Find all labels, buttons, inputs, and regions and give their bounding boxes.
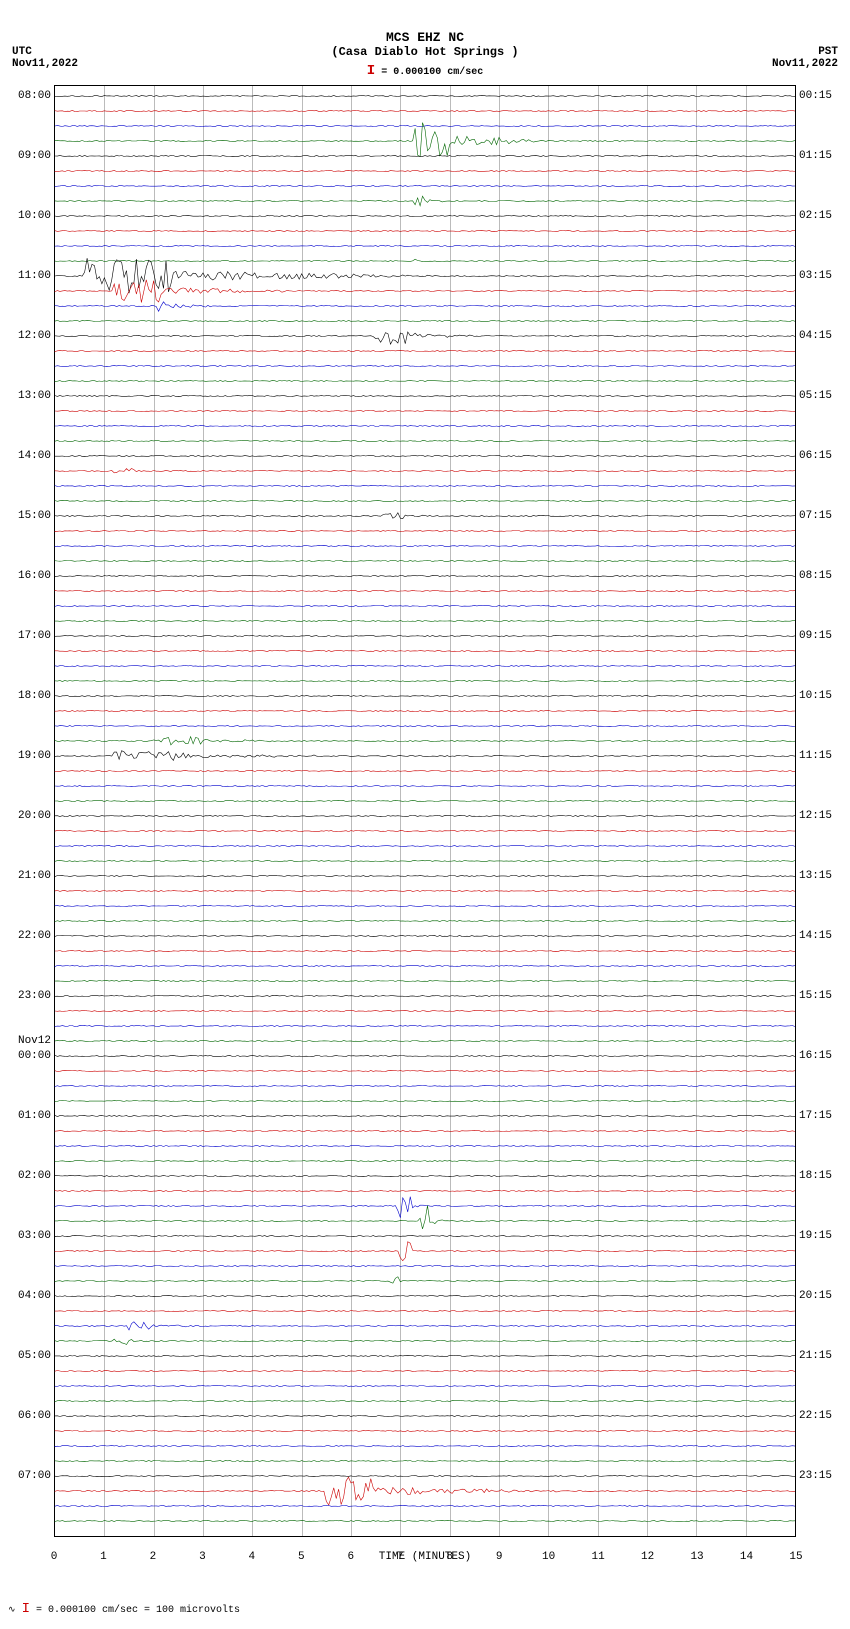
pst-label: 02:15 [799, 210, 832, 222]
pst-label: 16:15 [799, 1050, 832, 1062]
utc-label: 21:00 [18, 870, 51, 882]
utc-label: 17:00 [18, 630, 51, 642]
utc-label: 07:00 [18, 1470, 51, 1482]
pst-label: 05:15 [799, 390, 832, 402]
utc-label: 04:00 [18, 1290, 51, 1302]
x-axis: TIME (MINUTES) 0123456789101112131415 [54, 1551, 796, 1585]
utc-label: 05:00 [18, 1350, 51, 1362]
pst-label: 04:15 [799, 330, 832, 342]
utc-label: 18:00 [18, 690, 51, 702]
pst-label: 22:15 [799, 1410, 832, 1422]
tz-left-label: UTC [12, 46, 78, 58]
x-tick: 14 [740, 1551, 753, 1563]
x-axis-label: TIME (MINUTES) [54, 1551, 796, 1563]
utc-label: 11:00 [18, 270, 51, 282]
pst-label: 12:15 [799, 810, 832, 822]
utc-label: 15:00 [18, 510, 51, 522]
pst-label: 09:15 [799, 630, 832, 642]
pst-label: 01:15 [799, 150, 832, 162]
pst-label: 13:15 [799, 870, 832, 882]
x-tick: 7 [397, 1551, 404, 1563]
pst-label: 03:15 [799, 270, 832, 282]
x-tick: 15 [789, 1551, 802, 1563]
x-tick: 0 [51, 1551, 58, 1563]
utc-label: 00:00 [18, 1050, 51, 1062]
pst-label: 07:15 [799, 510, 832, 522]
x-tick: 5 [298, 1551, 305, 1563]
utc-label: 16:00 [18, 570, 51, 582]
tz-left: UTC Nov11,2022 [12, 46, 78, 70]
pst-label: 14:15 [799, 930, 832, 942]
pst-label: 06:15 [799, 450, 832, 462]
x-tick: 9 [496, 1551, 503, 1563]
x-tick: 12 [641, 1551, 654, 1563]
station-title: MCS EHZ NC [0, 30, 850, 45]
header: MCS EHZ NC (Casa Diablo Hot Springs ) I … [0, 0, 850, 79]
utc-label: 20:00 [18, 810, 51, 822]
utc-label: 10:00 [18, 210, 51, 222]
station-subtitle: (Casa Diablo Hot Springs ) [0, 45, 850, 59]
day-label: Nov12 [18, 1035, 51, 1047]
utc-label: 14:00 [18, 450, 51, 462]
pst-label: 21:15 [799, 1350, 832, 1362]
pst-label: 18:15 [799, 1170, 832, 1182]
x-tick: 2 [150, 1551, 157, 1563]
utc-label: 23:00 [18, 990, 51, 1002]
utc-label: 01:00 [18, 1110, 51, 1122]
utc-label: 12:00 [18, 330, 51, 342]
utc-label: 19:00 [18, 750, 51, 762]
pst-label: 10:15 [799, 690, 832, 702]
x-tick: 4 [249, 1551, 256, 1563]
utc-label: 22:00 [18, 930, 51, 942]
x-tick: 13 [690, 1551, 703, 1563]
pst-label: 23:15 [799, 1470, 832, 1482]
utc-label: 03:00 [18, 1230, 51, 1242]
tz-right-date: Nov11,2022 [772, 58, 838, 70]
utc-label: 09:00 [18, 150, 51, 162]
pst-label: 00:15 [799, 90, 832, 102]
seismogram-plot: 08:0009:0010:0011:0012:0013:0014:0015:00… [54, 85, 796, 1537]
pst-label: 19:15 [799, 1230, 832, 1242]
pst-label: 08:15 [799, 570, 832, 582]
utc-label: 06:00 [18, 1410, 51, 1422]
footer: ∿ I = 0.000100 cm/sec = 100 microvolts [8, 1601, 850, 1617]
x-tick: 10 [542, 1551, 555, 1563]
x-tick: 8 [446, 1551, 453, 1563]
tz-right-label: PST [772, 46, 838, 58]
pst-label: 17:15 [799, 1110, 832, 1122]
pst-label: 20:15 [799, 1290, 832, 1302]
pst-label: 15:15 [799, 990, 832, 1002]
utc-label: 13:00 [18, 390, 51, 402]
footer-text: = 0.000100 cm/sec = 100 microvolts [36, 1605, 240, 1616]
x-tick: 3 [199, 1551, 206, 1563]
x-tick: 1 [100, 1551, 107, 1563]
tz-right: PST Nov11,2022 [772, 46, 838, 70]
x-tick: 6 [347, 1551, 354, 1563]
x-tick: 11 [592, 1551, 605, 1563]
pst-label: 11:15 [799, 750, 832, 762]
seismic-trace [55, 1521, 795, 1522]
utc-label: 08:00 [18, 90, 51, 102]
utc-label: 02:00 [18, 1170, 51, 1182]
tz-left-date: Nov11,2022 [12, 58, 78, 70]
